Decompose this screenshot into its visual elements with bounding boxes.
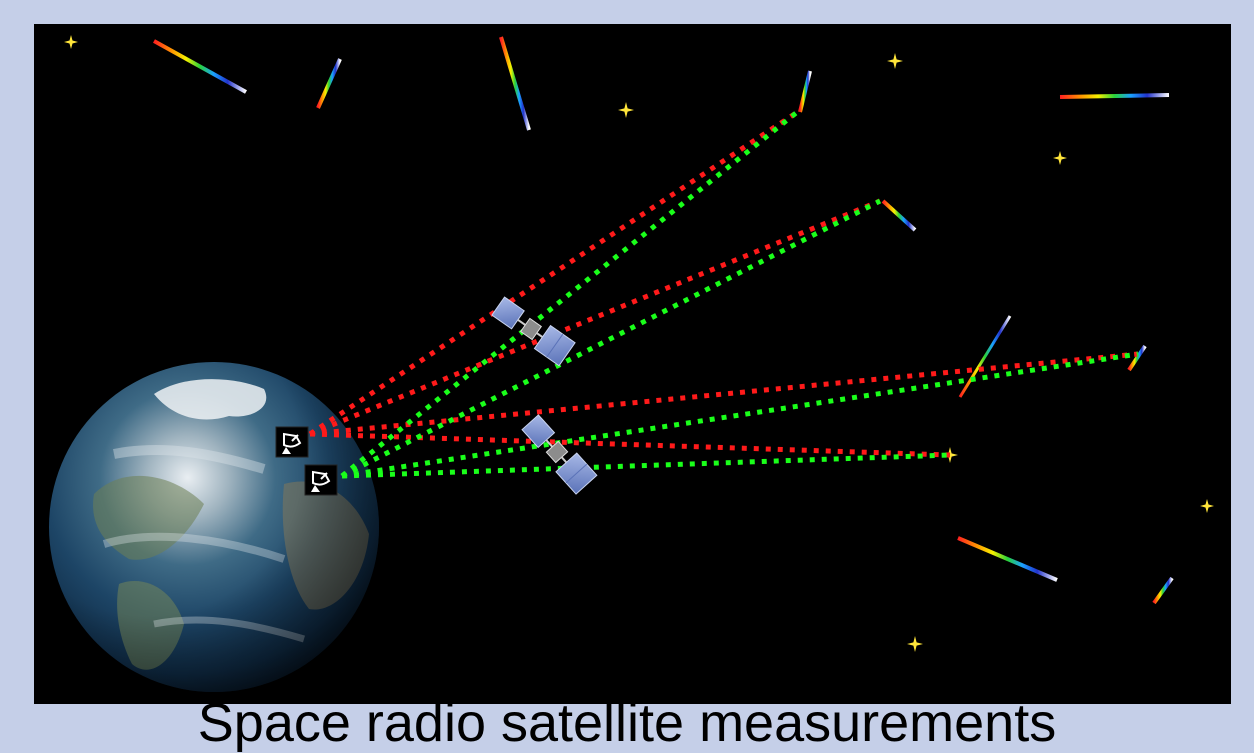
satellite-icon [521,414,598,495]
star-icon [618,102,634,118]
spectrum-streak [1152,576,1174,605]
spectrum-streak [499,36,531,131]
spectrum-streak [957,536,1058,582]
red-beam [309,431,951,458]
star-icon [1200,499,1214,513]
satellite-icon [491,296,576,367]
green-beam [341,351,1139,479]
spectrum-streak [316,58,342,109]
red-beam [309,351,1139,437]
spectrum-streak [958,315,1012,398]
green-beam [340,111,798,478]
space-illustration [49,35,1214,692]
green-beam [341,452,951,479]
spectrum-streak [1059,93,1170,99]
spectrum-streak [153,39,247,94]
earth-globe [49,362,379,692]
green-beam [340,198,882,479]
star-icon [907,636,923,652]
red-beams [308,110,1139,458]
meteor-streaks [153,36,1174,605]
diagram-frame: Space radio satellite measurements [34,24,1231,750]
radio-telescope-icon [275,426,309,458]
star-icon [887,53,903,69]
red-beam [308,110,798,437]
spectrum-streak [881,199,917,232]
spectrum-streak [798,70,812,113]
radio-telescope-icon [304,464,338,496]
star-icon [1053,151,1067,165]
red-beam [309,198,881,437]
space-scene [34,24,1231,704]
star-icon [64,35,78,49]
spectrum-streak [1127,344,1147,372]
diagram-caption: Space radio satellite measurements [197,693,1057,753]
green-beams [340,111,1139,479]
